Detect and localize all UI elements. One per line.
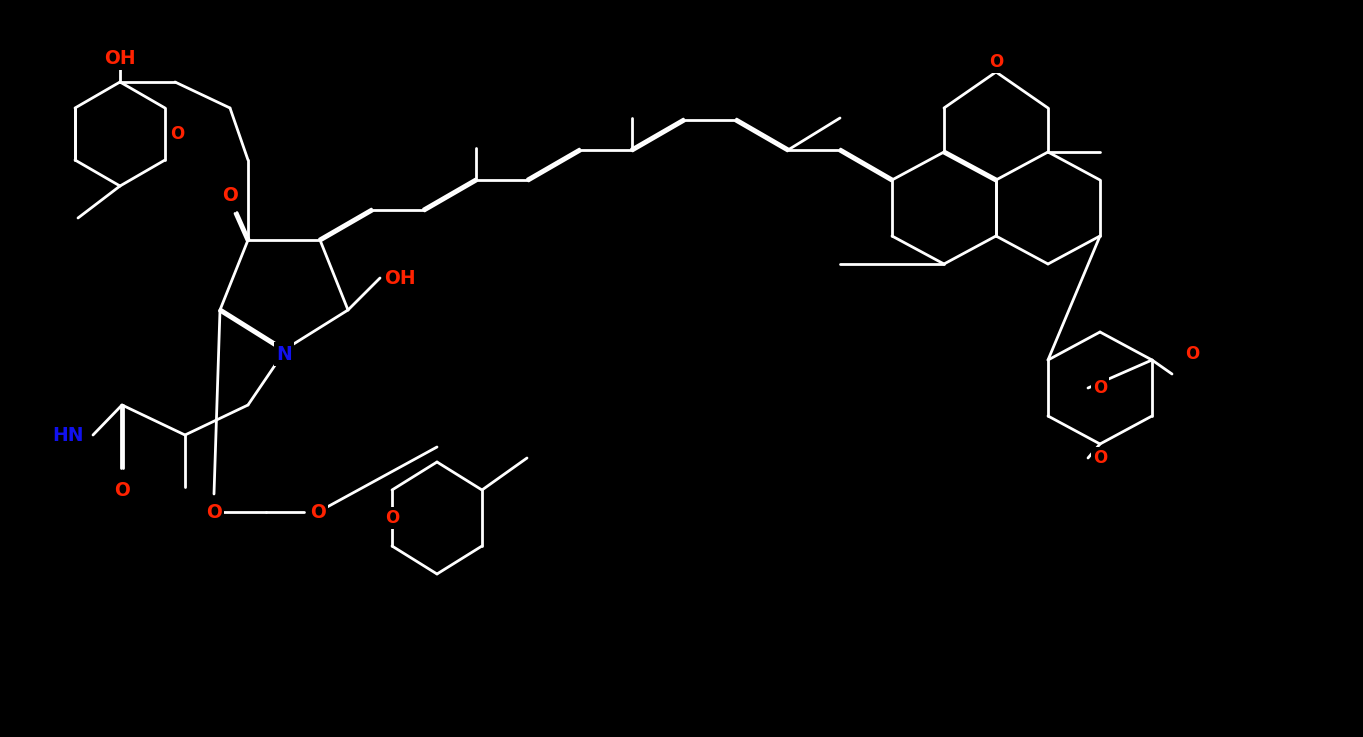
Text: O: O [990, 53, 1003, 71]
Text: O: O [309, 503, 326, 522]
Text: O: O [1093, 379, 1107, 397]
Text: OH: OH [104, 49, 136, 68]
Text: O: O [1184, 345, 1199, 363]
Text: HN: HN [52, 425, 83, 444]
Text: O: O [222, 186, 239, 204]
Text: N: N [277, 344, 292, 363]
Text: OH: OH [384, 268, 416, 287]
Text: O: O [206, 503, 222, 522]
Text: O: O [384, 509, 399, 527]
Text: O: O [170, 125, 184, 143]
Text: O: O [114, 481, 129, 500]
Text: O: O [1093, 449, 1107, 467]
